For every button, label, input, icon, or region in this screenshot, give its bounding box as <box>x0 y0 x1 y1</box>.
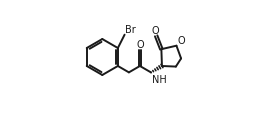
Text: O: O <box>177 35 185 45</box>
Text: NH: NH <box>151 74 166 84</box>
Text: Br: Br <box>125 25 136 35</box>
Text: O: O <box>152 26 160 36</box>
Text: O: O <box>136 40 144 50</box>
